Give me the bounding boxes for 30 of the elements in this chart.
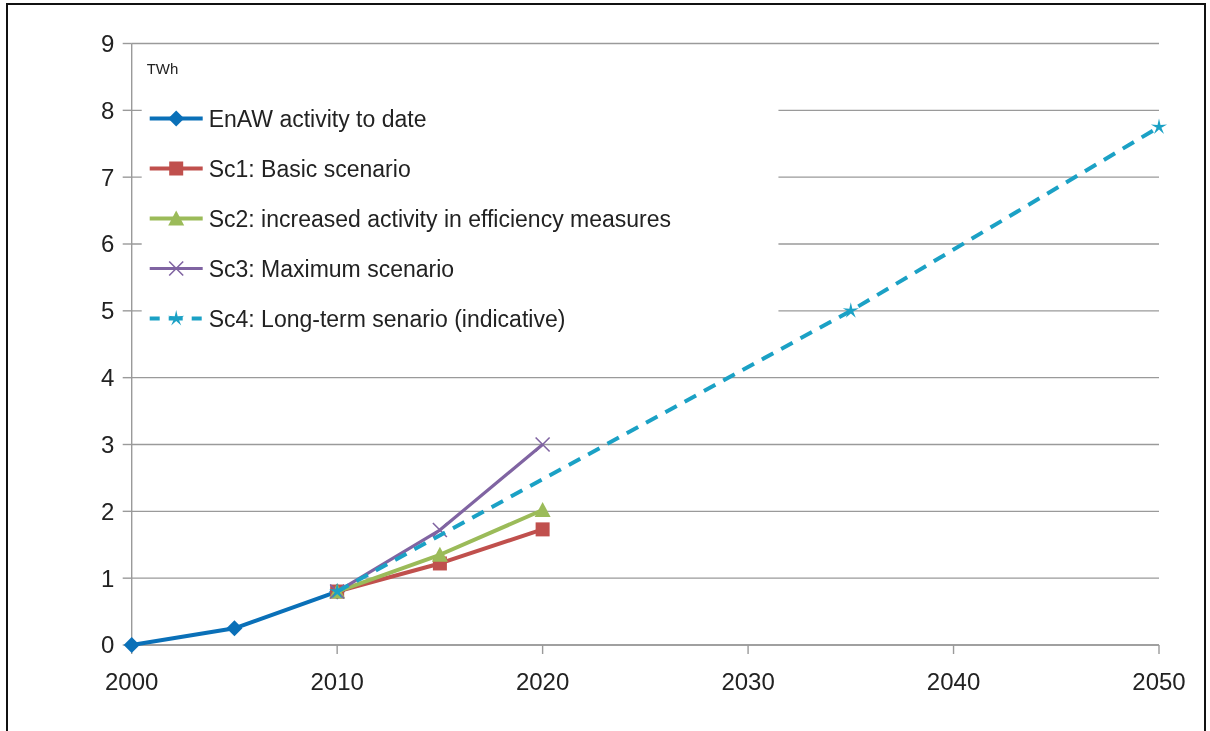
legend-label: Sc2: increased activity in efficiency measures: [208, 205, 672, 232]
x-tick-label: 2010: [310, 668, 364, 695]
y-tick-label: 9: [101, 29, 115, 57]
y-tick-label: 8: [101, 96, 115, 124]
point: [431, 546, 448, 562]
legend-label: EnAW activity to date: [208, 105, 427, 132]
x-tick-label: 2020: [515, 668, 570, 695]
y-axis-title: TWh: [146, 59, 179, 77]
x-tick-label: 2000: [105, 668, 159, 695]
y-tick-label: 1: [101, 564, 115, 592]
y-tick-label: 6: [101, 230, 115, 258]
point: [535, 522, 550, 537]
legend-label: Sc3: Maximum scenario: [208, 255, 455, 282]
y-tick-label: 5: [101, 297, 115, 325]
point: [534, 502, 551, 517]
x-tick-label: 2030: [721, 668, 775, 695]
legend-label: Sc1: Basic scenario: [208, 155, 411, 182]
legend-label: Sc4: Long-term senario (indicative): [208, 305, 566, 332]
y-tick-label: 2: [101, 497, 115, 525]
x-tick-label: 2040: [926, 668, 981, 695]
y-tick-label: 7: [101, 163, 115, 191]
y-tick-label: 3: [101, 430, 115, 458]
y-tick-label: 0: [101, 631, 115, 659]
point: [1150, 118, 1168, 134]
point: [534, 436, 551, 453]
point: [432, 522, 448, 538]
x-tick-label: 2050: [1132, 668, 1186, 695]
y-tick-label: 4: [101, 364, 115, 392]
point: [842, 302, 859, 318]
point: [226, 620, 243, 637]
